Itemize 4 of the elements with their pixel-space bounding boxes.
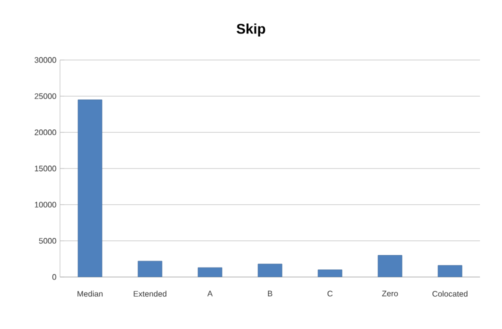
- chart-title: Skip: [236, 23, 266, 36]
- bar: [138, 260, 162, 277]
- bar: [378, 255, 402, 277]
- bar: [78, 100, 102, 277]
